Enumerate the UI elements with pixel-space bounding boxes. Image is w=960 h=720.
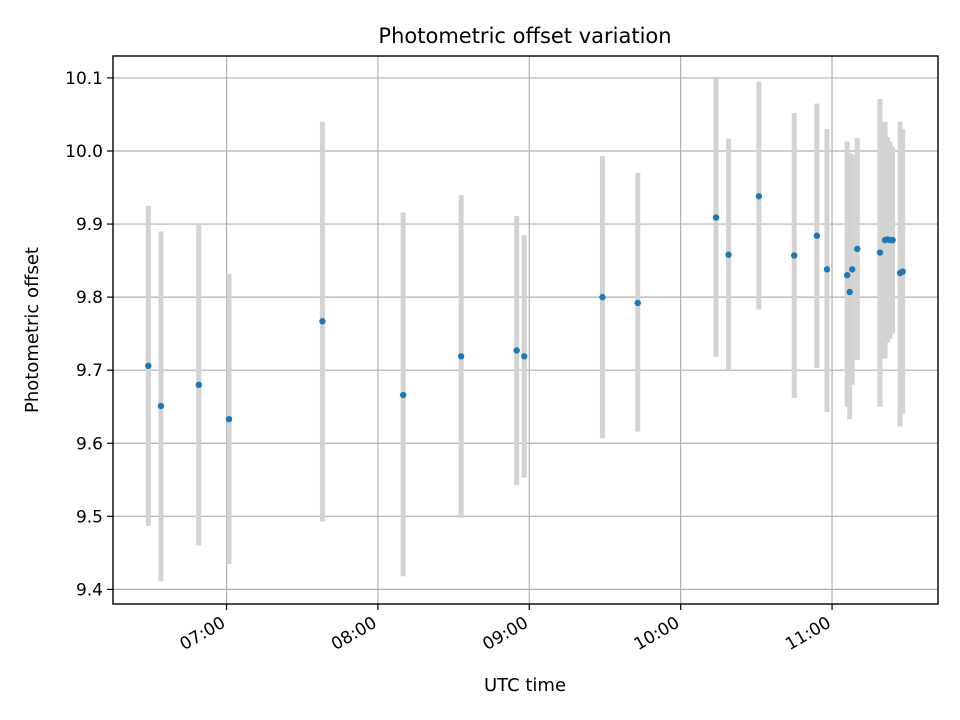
data-point: [846, 288, 853, 296]
data-point: [889, 236, 896, 244]
y-tick-label: 10.0: [65, 142, 103, 162]
data-points: [145, 193, 906, 423]
data-point: [712, 214, 720, 221]
data-point: [457, 353, 465, 360]
data-point: [725, 251, 732, 258]
data-point: [399, 391, 407, 399]
data-point: [813, 232, 821, 239]
x-axis-label: UTC time: [484, 675, 566, 696]
chart-title: Photometric offset variation: [378, 24, 671, 48]
data-point: [790, 252, 798, 259]
plot-frame: [112, 55, 939, 605]
data-point: [319, 318, 326, 325]
y-tick-label: 9.9: [76, 215, 103, 235]
data-point: [145, 362, 152, 370]
y-axis-label: Photometric offset: [22, 247, 43, 413]
y-tick-label: 9.8: [76, 288, 103, 308]
data-point: [843, 272, 851, 279]
data-point: [876, 249, 884, 256]
data-point: [899, 268, 906, 275]
data-point: [823, 266, 831, 273]
data-point: [854, 245, 861, 253]
data-point: [849, 266, 856, 273]
y-tick-label: 10.1: [65, 69, 103, 89]
y-axis-ticks: 9.4 9.5 9.6 9.7 9.8 9.9 10.0 10.1: [65, 69, 113, 600]
data-point: [195, 381, 202, 388]
data-point: [634, 299, 641, 307]
y-tick-label: 9.6: [76, 434, 103, 454]
data-point: [599, 293, 606, 301]
y-tick-label: 9.5: [76, 507, 103, 527]
y-tick-label: 9.7: [76, 361, 103, 381]
data-point: [521, 353, 528, 360]
data-point: [513, 347, 520, 354]
data-point: [755, 193, 763, 200]
data-point: [157, 402, 165, 410]
data-point: [225, 415, 233, 423]
y-tick-label: 9.4: [76, 580, 103, 600]
